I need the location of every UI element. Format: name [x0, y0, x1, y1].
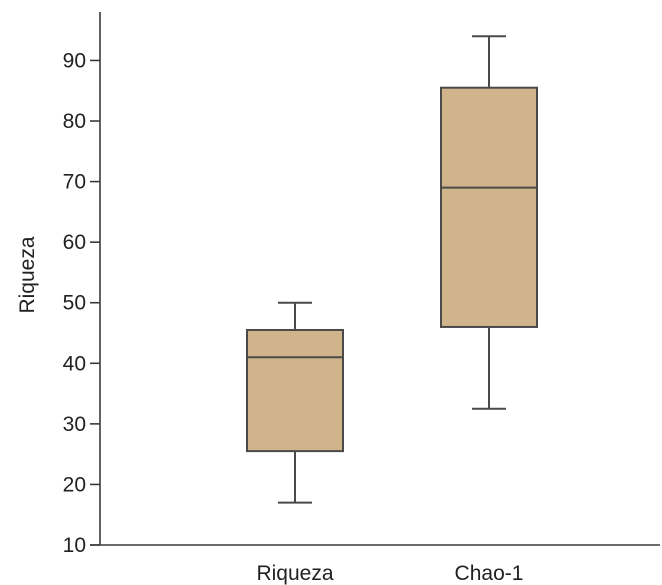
box-chao-1: [440, 35, 538, 410]
iqr-box: [246, 328, 344, 453]
y-tick-label: 80: [63, 110, 86, 133]
y-tick-label: 30: [63, 413, 86, 436]
boxes: [246, 35, 538, 504]
y-tick-label: 10: [63, 534, 86, 557]
y-tick-label: 70: [63, 171, 86, 194]
y-tick-label: 40: [63, 352, 86, 375]
x-tick-label: Riqueza: [256, 562, 333, 585]
iqr-box: [440, 86, 538, 328]
y-tick-label: 90: [63, 49, 86, 72]
box-riqueza: [246, 301, 344, 504]
y-tick-label: 50: [63, 292, 86, 315]
y-tick-label: 20: [63, 473, 86, 496]
x-axis-ticks: Riqueza Chao-1: [256, 562, 523, 585]
y-axis-ticks: 10 20 30 40 50 60 70 80 90: [63, 49, 100, 557]
x-tick-label: Chao-1: [455, 562, 524, 585]
y-axis-title: Riqueza: [16, 236, 39, 313]
y-tick-label: 60: [63, 231, 86, 254]
